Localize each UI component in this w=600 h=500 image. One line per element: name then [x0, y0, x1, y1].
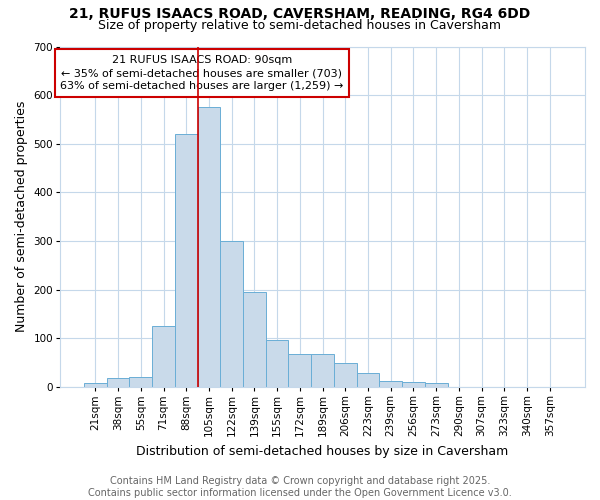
Bar: [311, 354, 334, 387]
Bar: [266, 340, 289, 387]
Bar: [379, 382, 402, 387]
Bar: [425, 383, 448, 387]
Y-axis label: Number of semi-detached properties: Number of semi-detached properties: [15, 101, 28, 332]
Bar: [402, 382, 425, 387]
Bar: [84, 383, 107, 387]
Bar: [220, 241, 243, 387]
Bar: [152, 326, 175, 387]
Bar: [130, 378, 152, 387]
Text: Contains HM Land Registry data © Crown copyright and database right 2025.
Contai: Contains HM Land Registry data © Crown c…: [88, 476, 512, 498]
Text: Size of property relative to semi-detached houses in Caversham: Size of property relative to semi-detach…: [98, 19, 502, 32]
Bar: [175, 134, 197, 387]
Bar: [334, 363, 356, 387]
Bar: [197, 108, 220, 387]
X-axis label: Distribution of semi-detached houses by size in Caversham: Distribution of semi-detached houses by …: [136, 444, 509, 458]
Text: 21 RUFUS ISAACS ROAD: 90sqm
← 35% of semi-detached houses are smaller (703)
63% : 21 RUFUS ISAACS ROAD: 90sqm ← 35% of sem…: [60, 55, 344, 92]
Bar: [107, 378, 130, 387]
Bar: [243, 292, 266, 387]
Bar: [289, 354, 311, 387]
Text: 21, RUFUS ISAACS ROAD, CAVERSHAM, READING, RG4 6DD: 21, RUFUS ISAACS ROAD, CAVERSHAM, READIN…: [70, 8, 530, 22]
Bar: [356, 372, 379, 387]
